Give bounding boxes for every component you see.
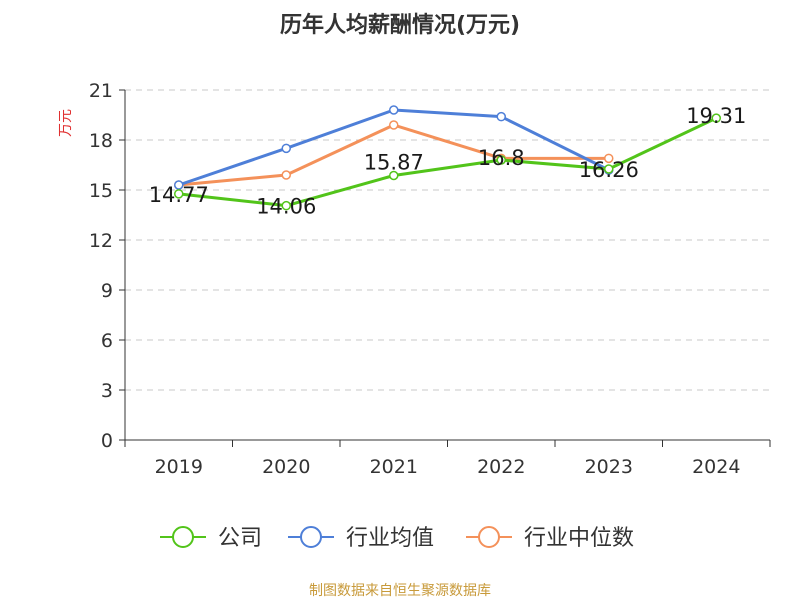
data-label: 14.77	[149, 183, 209, 207]
series-point-2	[281, 170, 291, 180]
series-point-0	[389, 170, 399, 181]
series-point-0	[174, 189, 184, 199]
y-tick-label: 6	[101, 330, 113, 352]
series-point-2	[389, 120, 399, 130]
data-labels: 14.77 14.06 15.87 16.8 16.26 19.31	[149, 104, 747, 219]
series-lines	[174, 105, 721, 211]
legend-label-1: 行业均值	[346, 526, 434, 551]
legend-label-2: 行业中位数	[524, 526, 634, 551]
series-point-2	[604, 153, 614, 164]
x-tick-label: 2021	[370, 456, 418, 478]
series-point-0	[496, 155, 506, 165]
x-tick-label: 2024	[692, 456, 740, 478]
y-tick-label: 3	[101, 380, 113, 402]
y-tick-label: 12	[89, 230, 113, 252]
y-tick-label: 9	[101, 280, 113, 302]
axes: 0 3 6 9 12 15 18 21 2019 2020 2021 2022 2023 2024	[89, 80, 771, 478]
series-point-1	[496, 111, 506, 122]
data-label: 19.31	[686, 104, 746, 128]
legend-marker-1	[300, 526, 322, 548]
y-tick-label: 21	[89, 80, 113, 102]
y-axis-label: 万元	[58, 109, 74, 137]
series-point-1	[389, 105, 399, 115]
series-point-1	[174, 180, 184, 190]
x-tick-label: 2022	[477, 456, 525, 478]
legend-label-0: 公司	[218, 526, 262, 551]
y-tick-label: 15	[89, 180, 113, 202]
series-point-0	[281, 200, 291, 211]
x-tick-label: 2019	[155, 456, 203, 478]
legend: 公司 行业均值 行业中位数	[160, 526, 634, 551]
data-label: 16.26	[579, 158, 639, 182]
chart-title: 历年人均薪酬情况(万元)	[280, 12, 520, 38]
series-point-1	[281, 143, 291, 154]
legend-marker-2	[478, 526, 500, 548]
y-tick-label: 18	[89, 130, 113, 152]
series-point-0	[604, 164, 614, 174]
y-tick-label: 0	[101, 430, 113, 452]
series-line-0	[178, 116, 717, 208]
legend-marker-0	[172, 526, 194, 548]
x-tick-label: 2020	[262, 456, 310, 478]
x-tick-label: 2023	[585, 456, 633, 478]
data-label: 16.8	[478, 146, 525, 170]
data-label: 14.06	[256, 195, 316, 219]
series-point-0	[711, 113, 721, 123]
data-label: 15.87	[364, 151, 424, 175]
source-note: 制图数据来自恒生聚源数据库	[309, 583, 491, 599]
grid-lines	[125, 89, 770, 391]
